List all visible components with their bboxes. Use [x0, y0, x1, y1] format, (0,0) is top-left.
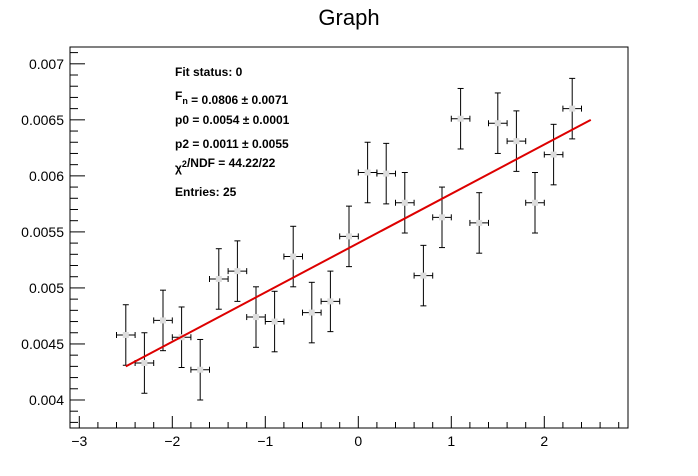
fit-line	[125, 118, 592, 368]
data-point	[432, 186, 452, 249]
x-tick-label: 1	[447, 433, 455, 449]
data-point	[469, 192, 489, 254]
point-marker	[476, 219, 483, 226]
data-point	[488, 92, 508, 154]
point-marker	[569, 105, 576, 112]
stats-line: Fit status: 0	[175, 65, 243, 79]
y-tick-label: 0.004	[29, 392, 64, 408]
data-point	[413, 244, 434, 307]
point-marker	[290, 253, 297, 260]
data-point	[246, 286, 266, 348]
stats-line: p0 = 0.0054 ± 0.0001	[175, 113, 290, 127]
data-point	[543, 123, 564, 186]
y-tick-label: 0.0055	[21, 224, 64, 240]
stats-box: Fit status: 0 Fn = 0.0806 ± 0.0071 p0 = 0.…	[175, 65, 290, 199]
point-marker	[494, 120, 501, 127]
x-tick-label: 0	[354, 433, 362, 449]
y-tick-label: 0.007	[29, 56, 64, 72]
data-point	[506, 110, 527, 172]
point-marker	[327, 298, 334, 305]
point-marker	[141, 360, 148, 367]
x-tick-label: 2	[540, 433, 548, 449]
y-tick-label: 0.0045	[21, 336, 64, 352]
stats-line: χ2/NDF = 44.22/22	[175, 156, 276, 175]
data-point	[395, 172, 415, 234]
point-marker	[197, 366, 204, 373]
data-point	[320, 270, 341, 333]
point-marker	[439, 214, 445, 221]
stats-line: Entries: 25	[175, 185, 237, 199]
point-marker	[457, 115, 464, 122]
data-point	[153, 289, 173, 352]
data-point	[357, 141, 378, 204]
point-marker	[234, 268, 241, 275]
data-point	[450, 87, 471, 150]
y-tick-label: 0.005	[29, 280, 64, 296]
x-tick-label: −3	[71, 433, 87, 449]
plot-frame	[69, 46, 629, 429]
data-point	[525, 172, 545, 234]
y-axis: 0.004 0.0045 0.005 0.0055 0.006 0.0065 0.007	[21, 52, 85, 423]
data-point	[227, 240, 248, 302]
data-point	[116, 304, 136, 366]
data-point	[264, 290, 285, 353]
point-marker	[215, 275, 222, 282]
stats-line: p2 = 0.0011 ± 0.0055	[175, 137, 289, 151]
point-marker	[271, 318, 278, 325]
point-marker	[122, 331, 129, 338]
chart-title: Graph	[318, 5, 379, 30]
data-points	[116, 77, 582, 401]
x-tick-label: −2	[164, 433, 180, 449]
point-marker	[364, 169, 371, 176]
point-marker	[513, 138, 520, 145]
point-marker	[308, 309, 315, 316]
stats-line: Fn = 0.0806 ± 0.0071	[175, 89, 289, 107]
x-tick-label: −1	[257, 433, 273, 449]
data-point	[376, 142, 396, 205]
data-point	[339, 205, 359, 268]
x-axis: −3 −2 −1 0 1 2	[71, 416, 620, 449]
point-marker	[346, 233, 352, 240]
data-point	[190, 338, 210, 401]
point-marker	[550, 151, 557, 158]
y-tick-label: 0.006	[29, 168, 64, 184]
point-marker	[383, 170, 390, 177]
data-point	[209, 248, 229, 310]
fit-curve	[125, 118, 592, 368]
point-marker	[532, 199, 538, 206]
point-marker	[401, 199, 408, 206]
y-tick-label: 0.0065	[21, 112, 64, 128]
data-point	[134, 332, 155, 394]
point-marker	[420, 272, 427, 279]
data-point	[302, 281, 322, 344]
point-marker	[160, 317, 166, 324]
point-marker	[253, 314, 259, 321]
